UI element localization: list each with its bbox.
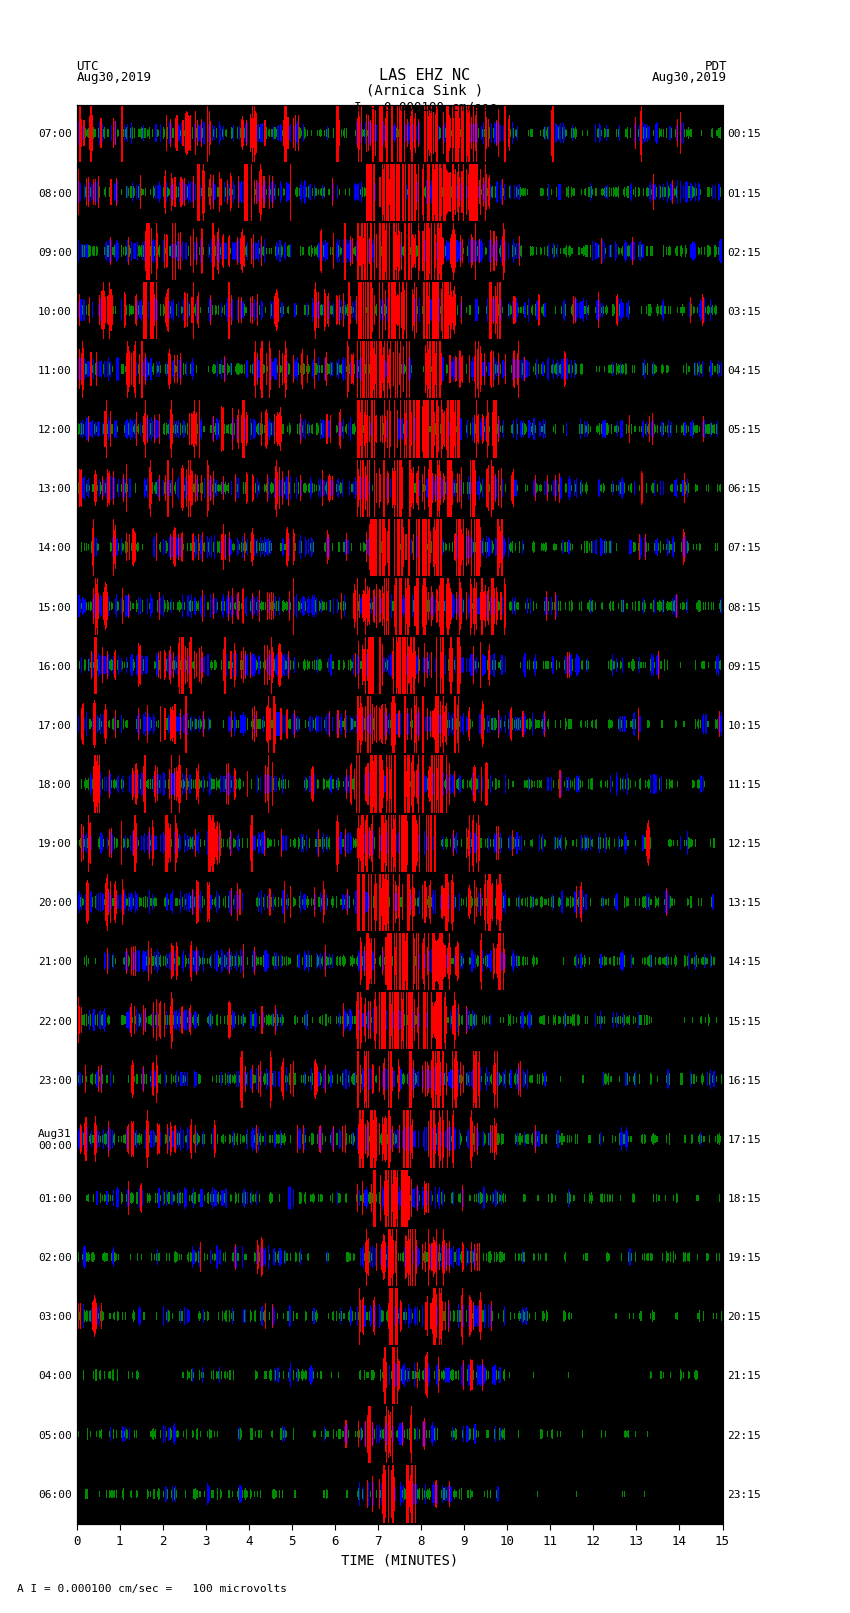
Text: Aug30,2019: Aug30,2019	[652, 71, 727, 84]
Text: UTC: UTC	[76, 60, 99, 73]
Text: I = 0.000100 cm/sec: I = 0.000100 cm/sec	[354, 100, 496, 113]
Text: (Arnica Sink ): (Arnica Sink )	[366, 84, 484, 98]
Text: Aug30,2019: Aug30,2019	[76, 71, 151, 84]
Text: LAS EHZ NC: LAS EHZ NC	[379, 68, 471, 82]
Text: A I = 0.000100 cm/sec =   100 microvolts: A I = 0.000100 cm/sec = 100 microvolts	[17, 1584, 287, 1594]
X-axis label: TIME (MINUTES): TIME (MINUTES)	[341, 1553, 458, 1568]
Text: PDT: PDT	[705, 60, 727, 73]
